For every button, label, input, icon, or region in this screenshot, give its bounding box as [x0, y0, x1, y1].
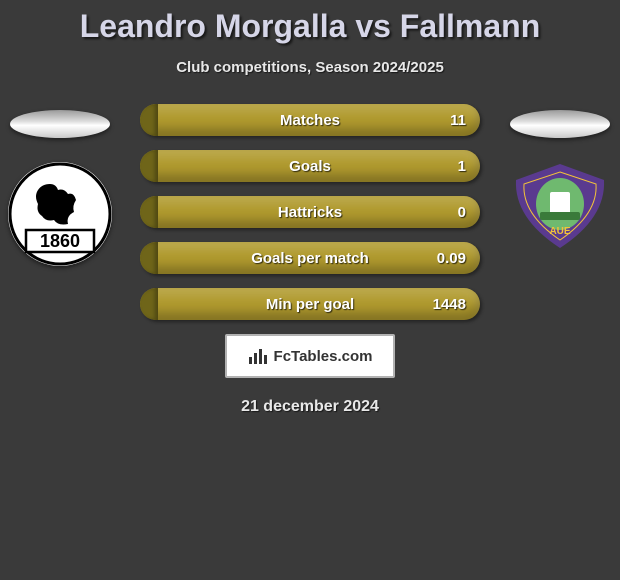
player-right-placeholder-icon: [510, 110, 610, 138]
player-left-placeholder-icon: [10, 110, 110, 138]
player-left-column: 1860: [0, 104, 120, 266]
bars-icon: [248, 347, 270, 365]
stat-label: Goals per match: [251, 250, 369, 267]
club-right-crest: AUE: [510, 162, 610, 250]
page-title: Leandro Morgalla vs Fallmann: [0, 0, 620, 45]
date-text: 21 december 2024: [0, 398, 620, 416]
club-aue-icon: AUE: [510, 162, 610, 250]
stat-value: 0: [458, 204, 466, 221]
stat-value: 0.09: [437, 250, 466, 267]
stat-row: Min per goal 1448: [140, 288, 480, 320]
stat-value: 11: [450, 112, 466, 129]
subtitle: Club competitions, Season 2024/2025: [0, 59, 620, 76]
stat-label: Goals: [289, 158, 331, 175]
brand-text: FcTables.com: [274, 348, 373, 365]
stat-value: 1: [458, 158, 466, 175]
stat-row: Goals per match 0.09: [140, 242, 480, 274]
stat-label: Min per goal: [266, 296, 354, 313]
stat-label: Hattricks: [278, 204, 342, 221]
club-left-year: 1860: [40, 231, 80, 251]
stat-row: Goals 1: [140, 150, 480, 182]
club-1860-icon: 1860: [8, 162, 112, 266]
comparison-panel: 1860 AUE Matches 11 Goals 1: [0, 104, 620, 416]
stats-list: Matches 11 Goals 1 Hattricks 0 Goals per…: [140, 104, 480, 320]
stat-row: Hattricks 0: [140, 196, 480, 228]
club-left-crest: 1860: [8, 162, 112, 266]
player-right-column: AUE: [500, 104, 620, 250]
stat-row: Matches 11: [140, 104, 480, 136]
stat-label: Matches: [280, 112, 340, 129]
svg-text:AUE: AUE: [549, 226, 570, 237]
stat-value: 1448: [433, 296, 466, 313]
brand-box[interactable]: FcTables.com: [225, 334, 395, 378]
